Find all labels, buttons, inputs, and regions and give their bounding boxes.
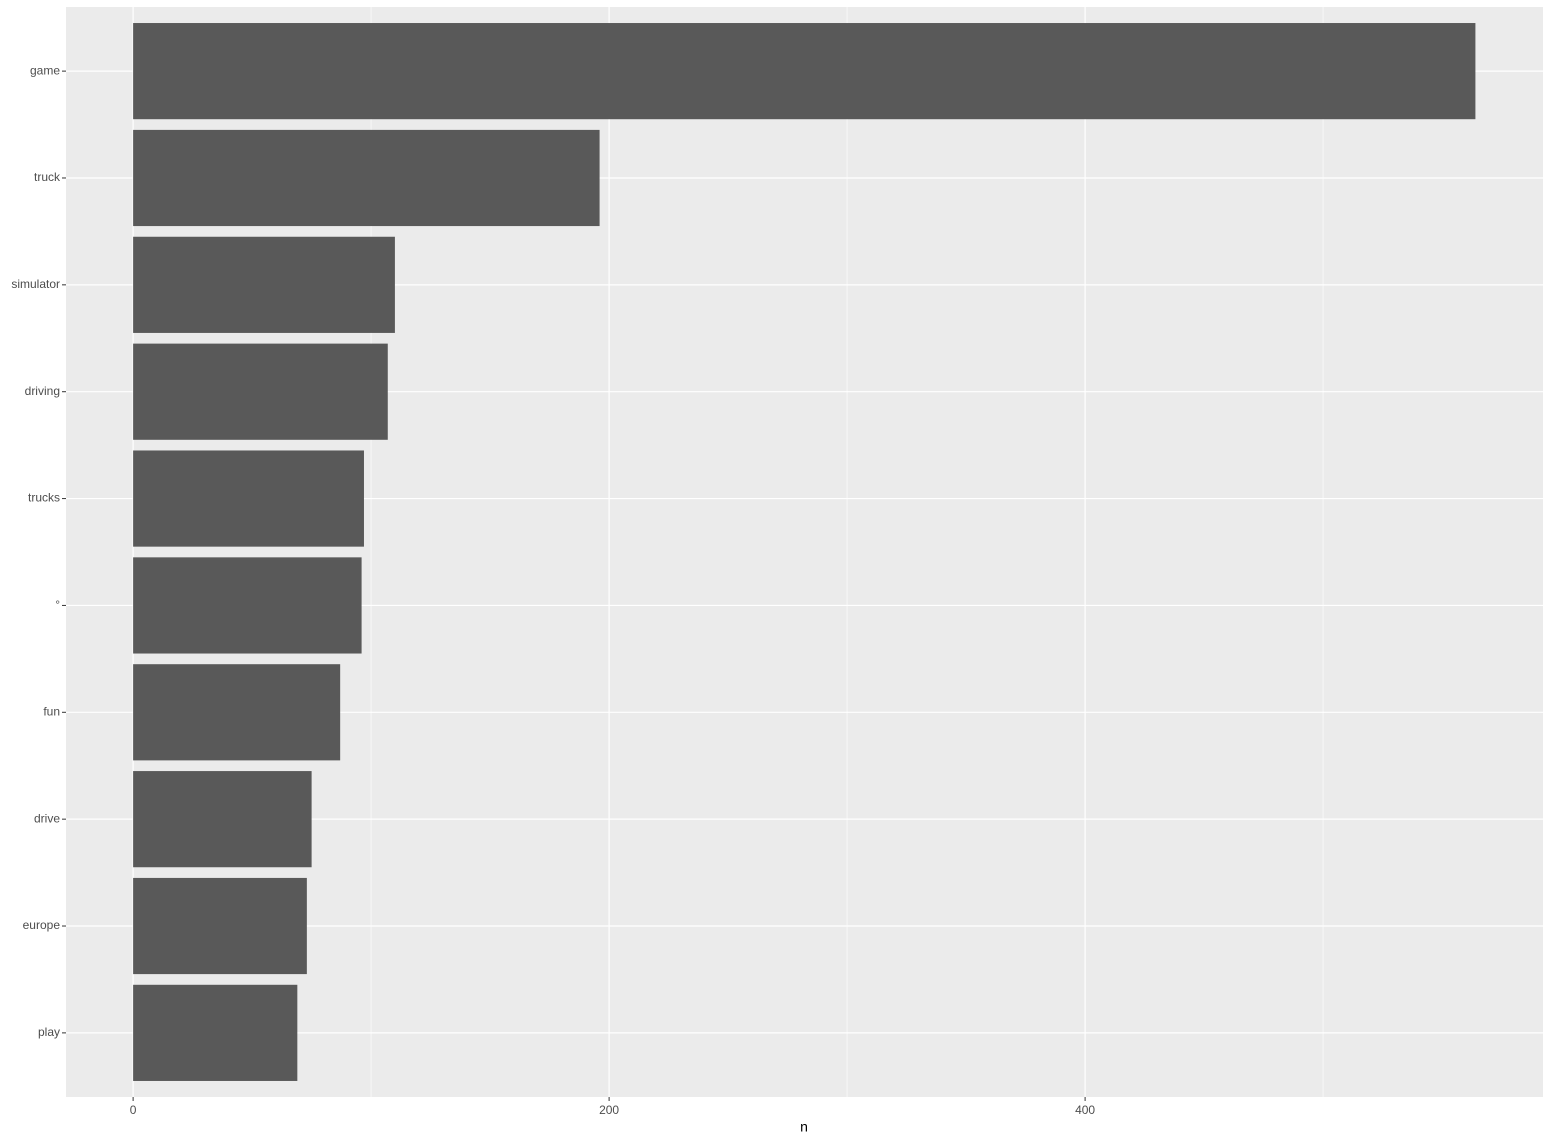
bar [133, 450, 364, 547]
y-tick-label: trucks [28, 491, 60, 505]
y-tick-label: game [30, 63, 60, 77]
bar [133, 23, 1476, 120]
bar [133, 664, 341, 761]
y-tick-label: play [38, 1025, 60, 1039]
bar [133, 771, 312, 868]
y-tick-label: simulator [11, 277, 60, 291]
y-tick-label: driving [25, 384, 60, 398]
y-tick-label: ° [55, 598, 60, 612]
bar [133, 129, 600, 227]
y-tick-label: europe [23, 918, 61, 932]
x-tick-label: 0 [130, 1103, 137, 1117]
bar [133, 236, 395, 333]
y-tick-label: drive [34, 811, 60, 825]
bar [133, 984, 298, 1081]
x-axis-label: n [800, 1119, 808, 1135]
bar [133, 877, 307, 975]
y-tick-label: fun [43, 704, 60, 718]
y-tick-label: truck [34, 170, 61, 184]
bar [133, 557, 362, 654]
x-tick-label: 200 [599, 1103, 619, 1117]
bar [133, 343, 388, 440]
x-tick-label: 400 [1075, 1103, 1095, 1117]
